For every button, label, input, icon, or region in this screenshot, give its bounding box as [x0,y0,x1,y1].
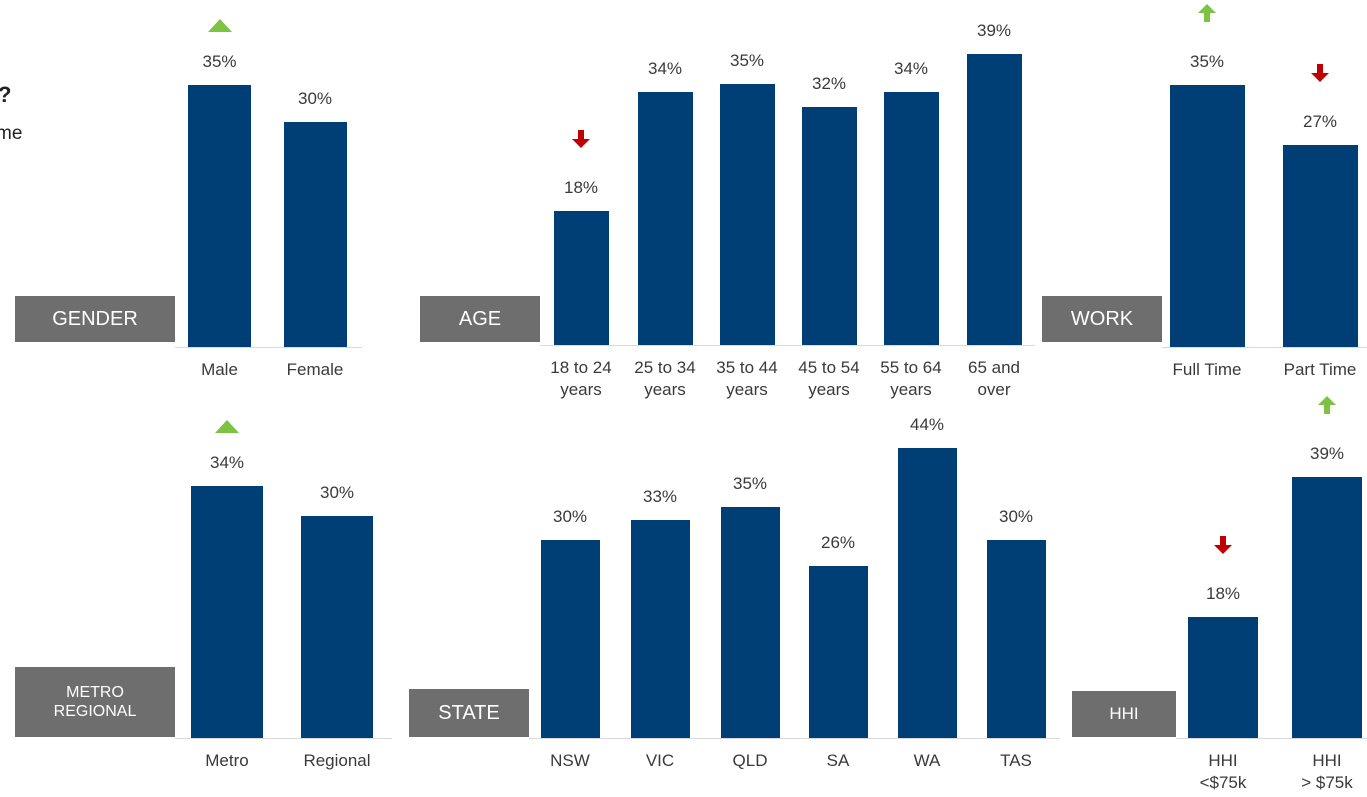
trend-indicator [207,18,232,32]
category-label: Full Time [1172,360,1242,379]
category-label: 18 to 24 years [550,358,612,399]
axis-line [175,347,362,348]
indicator-shape [1214,536,1232,555]
category-label: NSW [550,751,590,770]
trend-indicator [1318,395,1336,414]
bar [1188,617,1258,738]
bar [301,516,373,738]
section-label: GENDER [15,296,175,342]
trend-indicator [1198,3,1216,22]
value-label: 33% [642,487,678,507]
bar [1282,144,1358,347]
bar [986,540,1046,738]
category-label: Male [201,360,238,379]
bar [630,520,690,738]
bar [801,106,857,345]
bar [883,91,939,345]
trend-indicator [215,420,239,434]
bar [191,486,263,738]
section-label: METRO REGIONAL [15,667,175,737]
category-label: SA [826,751,850,770]
category-label: Metro [205,751,249,770]
value-label: 39% [976,21,1012,41]
bar [188,84,251,347]
value-label: 26% [820,533,856,553]
indicator-shape [1198,3,1216,22]
question-fragment: me [0,123,23,144]
axis-line [1162,347,1367,348]
bar [897,447,957,738]
value-label: 34% [209,453,245,473]
category-label: 45 to 54 years [798,358,860,399]
category-label: VIC [645,751,675,770]
value-label: 34% [893,58,929,78]
bar [808,566,868,738]
value-label: 35% [1189,51,1225,71]
axis-line [1176,738,1367,739]
bar [283,122,347,347]
bar [720,507,780,738]
indicator-shape [215,420,239,434]
section-label: WORK [1042,296,1162,342]
indicator-shape [207,18,232,32]
category-label: 55 to 64 years [880,358,942,399]
axis-line [529,738,1060,739]
bar [637,91,693,345]
axis-line [175,738,392,739]
category-label: HHI <$75k [1199,751,1247,792]
trend-indicator [572,129,590,148]
indicator-shape [572,129,590,148]
value-label: 35% [202,51,237,71]
category-label: TAS [1000,751,1032,770]
value-label: 27% [1302,111,1338,131]
category-label: Part Time [1283,360,1357,379]
category-label: 25 to 34 years [634,358,696,399]
trend-indicator [1311,63,1329,82]
value-label: 18% [563,177,599,197]
indicator-shape [1311,63,1329,82]
axis-line [540,345,1035,346]
category-label: Female [286,360,344,379]
value-label: 44% [909,414,945,434]
bar [553,210,609,345]
value-label: 35% [732,474,768,493]
indicator-shape [1318,395,1336,414]
section-label: AGE [420,296,540,342]
bar [719,84,775,345]
category-label: WA [913,751,941,770]
value-label: 39% [1309,443,1345,463]
question-fragment: ? [0,82,11,108]
category-label: Regional [303,751,371,770]
bar [966,54,1022,345]
bar [540,540,600,738]
category-label: QLD [732,751,768,770]
section-label: HHI [1072,691,1176,737]
bar [1292,476,1362,738]
category-label: 65 and over [968,358,1020,399]
value-label: 30% [552,507,588,526]
value-label: 18% [1205,584,1241,604]
value-label: 35% [729,51,765,71]
section-label: STATE [409,689,529,737]
value-label: 34% [647,58,683,78]
category-label: 35 to 44 years [716,358,778,399]
category-label: HHI > $75k [1301,751,1353,792]
bar [1169,84,1245,347]
value-label: 30% [998,507,1034,526]
value-label: 30% [319,483,355,502]
trend-indicator [1214,536,1232,555]
value-label: 32% [811,73,847,93]
value-label: 30% [297,89,333,108]
